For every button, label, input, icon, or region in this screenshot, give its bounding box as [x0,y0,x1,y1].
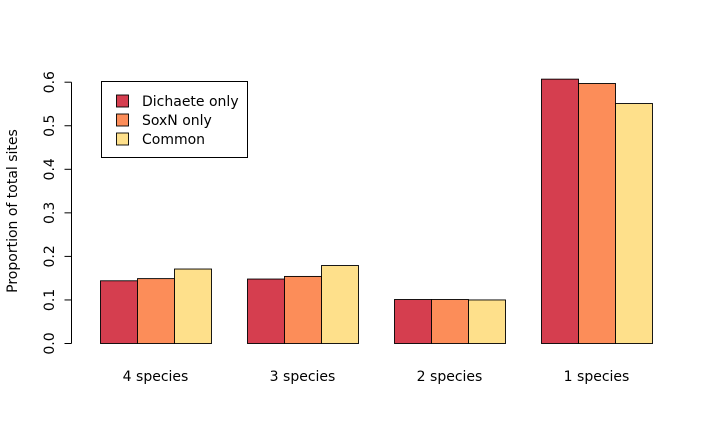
y-tick-label: 0.4 [42,158,58,180]
bar-soxn-only-4-species [137,278,175,344]
legend: Dichaete only SoxN only Common [101,81,248,158]
bar-dichaete-only-3-species [247,278,285,344]
bar-dichaete-only-4-species [100,280,138,344]
legend-label: Common [142,132,205,148]
bar-common-3-species [321,265,359,344]
bar-soxn-only-3-species [284,275,322,344]
legend-swatch [116,113,129,127]
y-tick-label: 0.6 [42,71,58,93]
y-tick-label: 0.2 [42,245,58,267]
bar-soxn-only-1-species [578,83,616,344]
legend-swatch [116,94,129,108]
category-label: 1 species [564,369,630,385]
y-tick-label: 0.5 [42,115,58,137]
x-axis-labels: 4 species 3 species 2 species 1 species [123,369,630,385]
category-label: 2 species [417,369,483,385]
legend-label: SoxN only [142,113,212,129]
y-axis: 0.0 0.1 0.2 0.3 0.4 0.5 0.6 [42,71,72,355]
legend-swatch [116,132,129,146]
category-label: 4 species [123,369,189,385]
bars-group [100,78,653,344]
bar-dichaete-only-1-species [541,78,579,344]
legend-label: Dichaete only [142,94,239,110]
y-tick-label: 0.3 [42,202,58,224]
y-tick-label: 0.1 [42,289,58,311]
bar-common-1-species [615,103,653,344]
bar-common-4-species [174,268,212,344]
y-axis-title: Proportion of total sites [5,129,21,293]
bar-common-2-species [468,299,506,344]
y-tick-label: 0.0 [42,332,58,354]
bar-dichaete-only-2-species [394,299,432,344]
category-label: 3 species [270,369,336,385]
bar-soxn-only-2-species [431,299,469,344]
